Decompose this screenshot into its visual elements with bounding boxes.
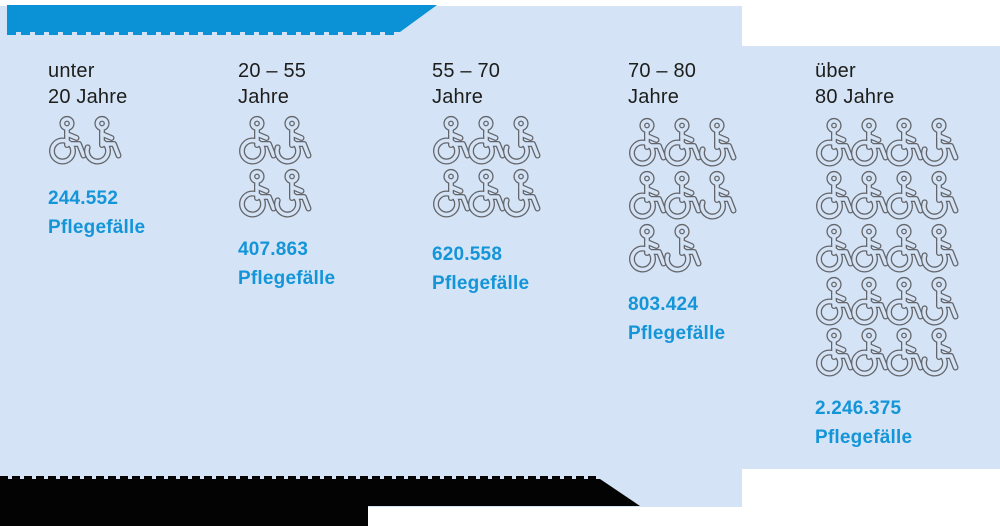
pictogram-row <box>236 168 312 219</box>
case-count-unit: Pflegefälle <box>48 217 146 238</box>
wheelchair-icon <box>918 223 959 274</box>
pictogram-row <box>813 276 959 327</box>
wheelchair-icon <box>661 117 702 168</box>
wheelchair-icon <box>465 168 506 219</box>
wheelchair-icon <box>271 115 312 166</box>
case-count-value: 244.552 <box>48 188 119 209</box>
pictogram-row <box>430 168 541 219</box>
age-group-label: 55 – 70 Jahre <box>432 60 501 108</box>
title-banner-edge <box>7 31 399 35</box>
wheelchair-icon <box>465 115 506 166</box>
wheelchair-icon <box>430 168 471 219</box>
wheelchair-icon <box>848 170 889 221</box>
case-count-unit: Pflegefälle <box>628 323 726 344</box>
wheelchair-icon <box>883 327 924 378</box>
pictogram-row <box>236 115 312 166</box>
wheelchair-icon <box>696 170 737 221</box>
wheelchair-icon <box>883 170 924 221</box>
pictogram-row <box>813 327 959 378</box>
wheelchair-icon <box>918 276 959 327</box>
wheelchair-icon <box>848 327 889 378</box>
wheelchair-icon <box>813 276 854 327</box>
pictogram-row <box>626 117 737 168</box>
wheelchair-icon <box>918 327 959 378</box>
wheelchair-icon <box>848 117 889 168</box>
wheelchair-icon <box>813 170 854 221</box>
pictogram-row <box>626 170 737 221</box>
wheelchair-icon <box>661 223 702 274</box>
pictogram-row <box>626 223 702 274</box>
wheelchair-icon <box>46 115 87 166</box>
pictogram-row <box>813 170 959 221</box>
pictogram-row <box>813 223 959 274</box>
case-count-value: 620.558 <box>432 244 503 265</box>
right-light-blue-panel <box>742 46 1000 469</box>
age-group-label: 20 – 55 Jahre <box>238 60 307 108</box>
case-count-value: 803.424 <box>628 294 699 315</box>
wheelchair-icon <box>626 117 667 168</box>
age-group-label: über 80 Jahre <box>815 60 895 108</box>
wheelchair-icon <box>500 115 541 166</box>
main-light-blue-panel <box>0 6 742 507</box>
wheelchair-icon <box>430 115 471 166</box>
wheelchair-icon <box>883 117 924 168</box>
wheelchair-icon <box>696 117 737 168</box>
wheelchair-icon <box>813 223 854 274</box>
wheelchair-icon <box>918 170 959 221</box>
source-text-edge <box>0 476 598 479</box>
age-group-label: unter 20 Jahre <box>48 60 128 108</box>
case-count-value: 2.246.375 <box>815 398 902 419</box>
wheelchair-icon <box>626 223 667 274</box>
case-count-unit: Pflegefälle <box>815 427 913 448</box>
case-count-unit: Pflegefälle <box>238 268 336 289</box>
wheelchair-icon <box>626 170 667 221</box>
wheelchair-icon <box>883 223 924 274</box>
wheelchair-icon <box>813 117 854 168</box>
wheelchair-icon <box>81 115 122 166</box>
wheelchair-icon <box>848 276 889 327</box>
wheelchair-icon <box>848 223 889 274</box>
wheelchair-icon <box>236 168 277 219</box>
wheelchair-icon <box>918 117 959 168</box>
source-text-line2-illegible <box>0 506 368 526</box>
age-group-label: 70 – 80 Jahre <box>628 60 697 108</box>
pictogram-row <box>813 117 959 168</box>
pictogram-row <box>430 115 541 166</box>
wheelchair-icon <box>813 327 854 378</box>
pictogram-row <box>46 115 122 166</box>
wheelchair-icon <box>236 115 277 166</box>
case-count-unit: Pflegefälle <box>432 273 530 294</box>
wheelchair-icon <box>500 168 541 219</box>
case-count-value: 407.863 <box>238 239 309 260</box>
source-text-line1-illegible <box>0 479 640 506</box>
wheelchair-icon <box>661 170 702 221</box>
title-banner-illegible-text <box>7 5 437 32</box>
wheelchair-icon <box>271 168 312 219</box>
wheelchair-icon <box>883 276 924 327</box>
